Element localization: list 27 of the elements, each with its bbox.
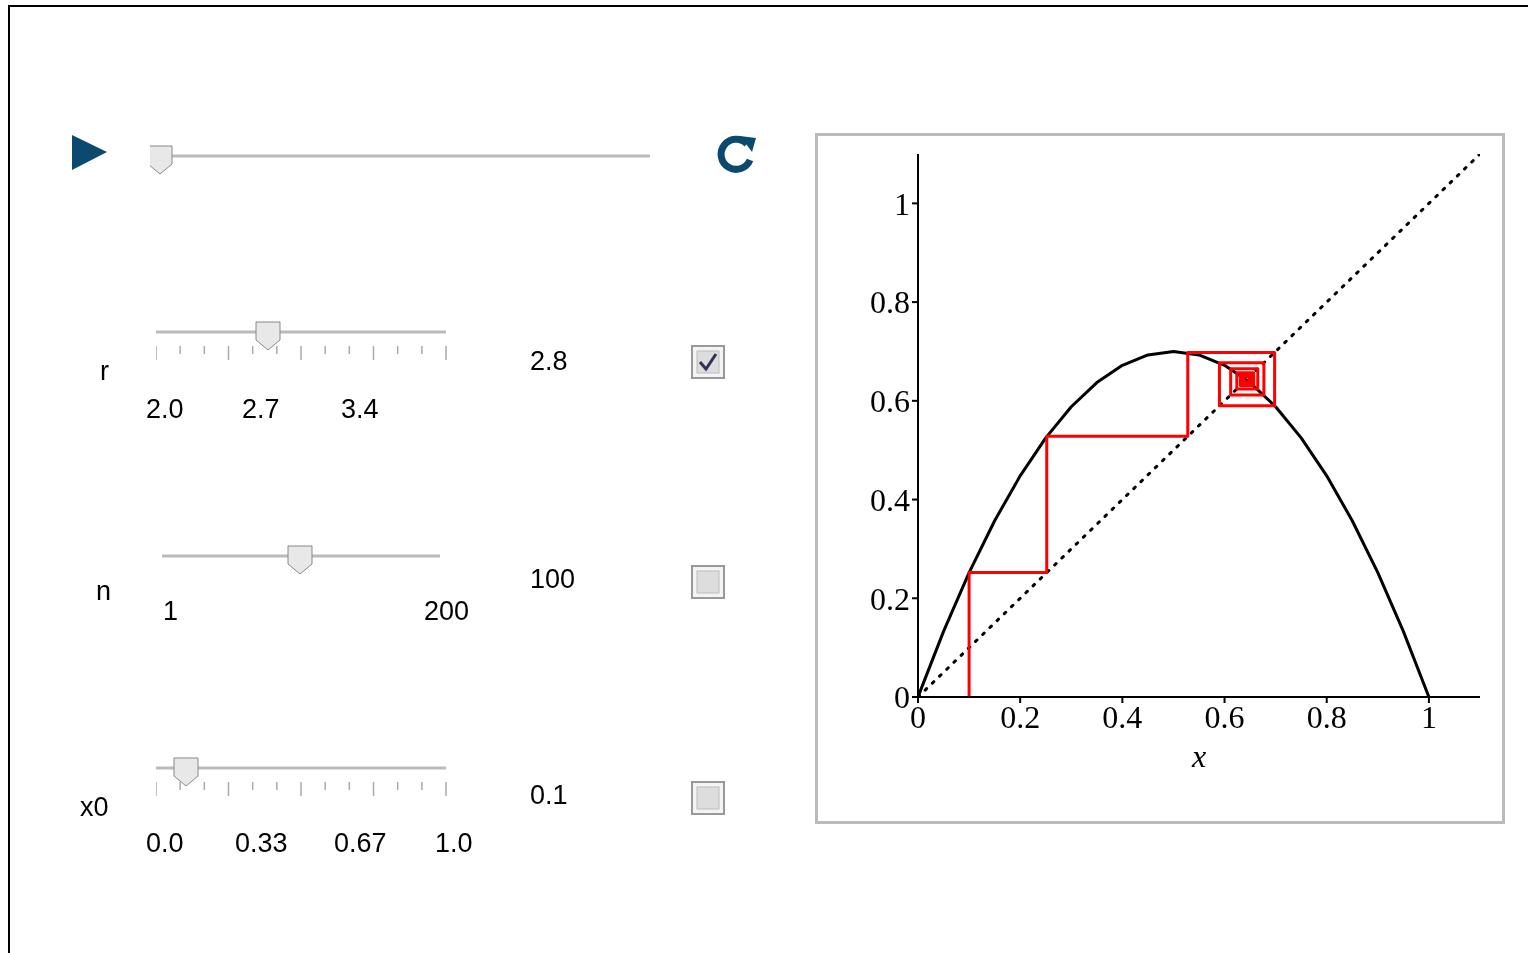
text: 0.0 bbox=[146, 828, 184, 859]
y-tick-label: 0.2 bbox=[870, 580, 910, 617]
text: x0 bbox=[80, 792, 109, 823]
text: 200 bbox=[424, 596, 470, 627]
text: 0.33 bbox=[235, 828, 288, 859]
text: n bbox=[96, 576, 112, 607]
text: 2.0 bbox=[146, 394, 184, 425]
text: 0.67 bbox=[334, 828, 387, 859]
x-tick-label: 0.8 bbox=[1306, 698, 1347, 735]
x-tick-label: 0.2 bbox=[1000, 698, 1041, 735]
text: 1.0 bbox=[435, 828, 473, 859]
text: 3.4 bbox=[341, 394, 379, 425]
text: r bbox=[100, 356, 109, 387]
text: 0.1 bbox=[530, 780, 568, 811]
x-tick-label: 1 bbox=[1420, 698, 1437, 735]
x-tick-label: 0.6 bbox=[1204, 698, 1245, 735]
x-tick-label: 0.4 bbox=[1102, 698, 1143, 735]
text: 2.8 bbox=[530, 346, 568, 377]
text: 100 bbox=[530, 564, 576, 595]
line-series bbox=[967, 350, 1277, 697]
y-tick-label: 0.6 bbox=[870, 383, 910, 420]
text: 1 bbox=[163, 596, 179, 627]
x-axis-title: x bbox=[1190, 738, 1207, 774]
y-tick-label: 0.8 bbox=[870, 284, 910, 321]
text: 2.7 bbox=[242, 394, 280, 425]
y-tick-label: 0.4 bbox=[870, 481, 910, 518]
y-tick-label: 1 bbox=[894, 185, 910, 222]
